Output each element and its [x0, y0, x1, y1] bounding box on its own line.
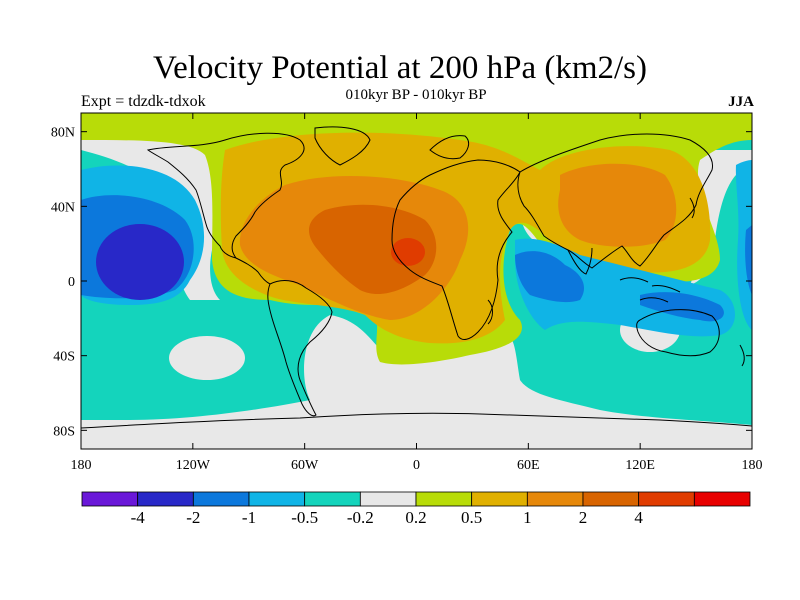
colorbar-label: 2: [579, 508, 588, 527]
coast-maritime: [619, 277, 681, 303]
x-tick-label: 60E: [517, 458, 540, 473]
colorbar-swatch: [81, 491, 139, 507]
colorbar-label: 1: [523, 508, 532, 527]
colorbar-swatch: [248, 491, 306, 507]
colorbar-swatch: [415, 491, 473, 507]
y-tick-label: 0: [68, 275, 75, 290]
coast-india: [567, 247, 593, 275]
season-label: JJA: [728, 94, 754, 110]
coast-madagascar: [487, 299, 493, 325]
coast-australia: [636, 309, 720, 357]
y-tick-label: 40N: [51, 200, 75, 215]
chart-title: Velocity Potential at 200 hPa (km2/s): [152, 50, 648, 86]
coast-scandinavia: [429, 135, 470, 160]
y-tick-label: 80N: [51, 126, 75, 141]
coast-south-america: [267, 280, 333, 417]
colorbar-label: 4: [634, 508, 643, 527]
colorbar-label: -4: [131, 508, 146, 527]
coast-greenland: [314, 126, 371, 166]
field-peak-positive: [391, 238, 425, 266]
colorbar-label: -1: [242, 508, 256, 527]
field-strong-positive: [308, 204, 437, 295]
colorbar-swatch: [471, 491, 528, 507]
x-tick-label: 120W: [176, 458, 211, 473]
colorbar-label: 0.2: [405, 508, 426, 527]
colorbar-swatch: [582, 491, 640, 507]
colorbar-swatch: [693, 491, 751, 507]
coast-central-america: [235, 257, 271, 285]
field-strong-negative: [96, 224, 184, 300]
y-tick-label: 40S: [53, 350, 75, 365]
coast-north-america: [146, 132, 305, 259]
colorbar-swatch: [304, 491, 361, 507]
field-negative-indian: [515, 251, 585, 303]
field-layer: [81, 113, 752, 449]
x-tick-label: 180: [742, 458, 763, 473]
experiment-label: Expt = tdzdk-tdxok: [81, 93, 206, 110]
y-tick-label: 80S: [53, 424, 75, 439]
x-tick-label: 180: [71, 458, 92, 473]
field-negative-east-edge: [745, 225, 752, 295]
colorbar-label: -2: [186, 508, 200, 527]
field-neutral-blob-south-pacific: [169, 336, 245, 380]
field-neutral-southern: [81, 315, 752, 449]
x-tick-label: 120E: [625, 458, 655, 473]
colorbar-swatch: [137, 491, 194, 507]
coast-asia: [517, 133, 714, 269]
coastlines: [81, 126, 752, 429]
colorbar-swatch: [192, 491, 250, 507]
x-tick-label: 0: [413, 458, 420, 473]
colorbar-label: -0.5: [291, 508, 318, 527]
axis-labels: 80N 40N 0 40S 80S 180 120W 60W 0 60E 120E 180: [51, 126, 763, 473]
field-positive-asia: [558, 163, 677, 247]
coast-antarctica: [81, 412, 752, 429]
colorbar-swatch: [526, 491, 584, 507]
colorbar-swatch: [359, 491, 417, 507]
colorbar-swatch: [638, 491, 695, 507]
coast-japan: [689, 197, 695, 219]
chart-subtitle: 010kyr BP - 010kyr BP: [345, 87, 487, 103]
axis-ticks: [80, 113, 753, 449]
x-tick-label: 60W: [291, 458, 319, 473]
colorbar-label: -0.2: [347, 508, 374, 527]
coast-new-zealand: [739, 344, 745, 367]
colorbar: -4 -2 -1 -0.5 -0.2 0.2 0.5 1 2 4: [81, 491, 751, 527]
coast-europe-africa: [391, 159, 521, 340]
field-weak-negative-east: [735, 160, 752, 330]
colorbar-label: 0.5: [461, 508, 482, 527]
